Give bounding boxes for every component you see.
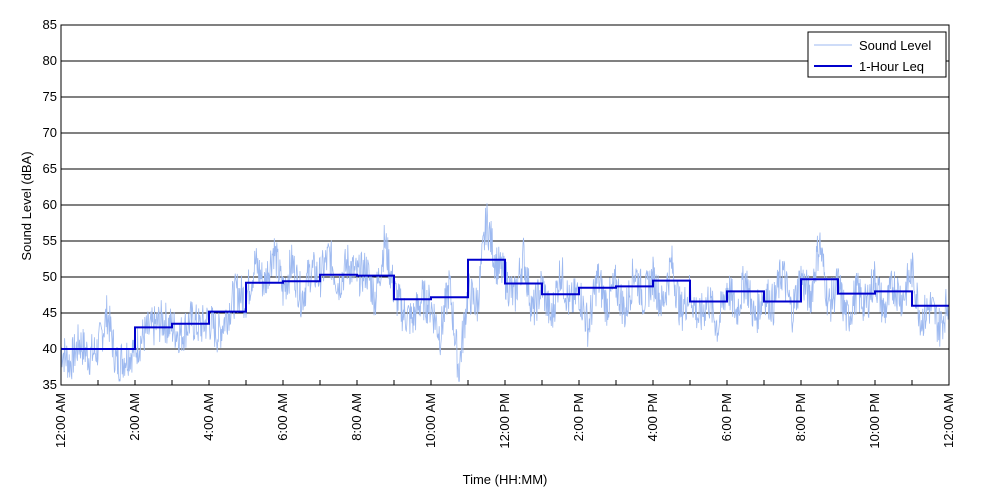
y-tick-label: 70 — [43, 125, 57, 140]
y-tick-label: 60 — [43, 197, 57, 212]
y-tick-label: 55 — [43, 233, 57, 248]
x-axis-label: Time (HH:MM) — [463, 472, 548, 487]
y-tick-label: 40 — [43, 341, 57, 356]
x-tick-label: 12:00 AM — [941, 393, 956, 448]
x-tick-label: 2:00 AM — [127, 393, 142, 441]
x-tick-label: 12:00 AM — [53, 393, 68, 448]
x-tick-label: 2:00 PM — [571, 393, 586, 441]
x-tick-label: 6:00 PM — [719, 393, 734, 441]
x-tick-label: 8:00 AM — [349, 393, 364, 441]
x-axis-ticks: 12:00 AM 2:00 AM 4:00 AM 6:00 AM 8:00 AM 10:0… — [53, 380, 956, 449]
legend-label-sound-level: Sound Level — [859, 38, 931, 53]
x-tick-label: 12:00 PM — [497, 393, 512, 449]
leq-step-line — [61, 258, 949, 350]
y-tick-label: 80 — [43, 53, 57, 68]
y-tick-label: 85 — [43, 17, 57, 32]
x-tick-label: 8:00 PM — [793, 393, 808, 441]
legend: Sound Level 1-Hour Leq — [807, 31, 947, 78]
y-tick-label: 45 — [43, 305, 57, 320]
legend-label-leq: 1-Hour Leq — [859, 59, 924, 74]
y-axis-ticks: 35 40 45 50 55 60 65 70 75 80 85 — [43, 17, 57, 392]
y-axis-label: Sound Level (dBA) — [19, 151, 34, 260]
legend-box — [807, 31, 947, 78]
y-tick-label: 35 — [43, 377, 57, 392]
y-tick-label: 65 — [43, 161, 57, 176]
x-tick-label: 10:00 AM — [423, 393, 438, 448]
x-tick-label: 4:00 AM — [201, 393, 216, 441]
y-tick-label: 50 — [43, 269, 57, 284]
x-tick-label: 6:00 AM — [275, 393, 290, 441]
y-tick-label: 75 — [43, 89, 57, 104]
x-tick-label: 4:00 PM — [645, 393, 660, 441]
x-tick-label: 10:00 PM — [867, 393, 882, 449]
